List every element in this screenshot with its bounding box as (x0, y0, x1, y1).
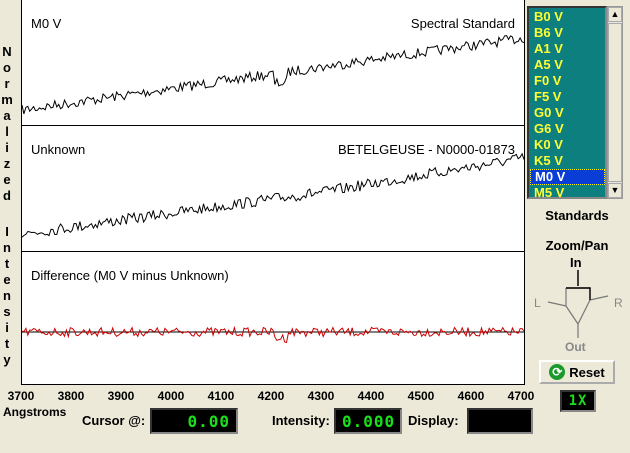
zoom-pan-caption: Zoom/Pan (545, 238, 609, 253)
unknown-spectrum-panel[interactable]: Unknown BETELGEUSE - N0000-01873 (22, 126, 524, 252)
y-axis-letter: n (3, 288, 11, 303)
standard-spectrum-panel[interactable]: M0 V Spectral Standard (22, 0, 524, 126)
standard-list-item[interactable]: A5 V (534, 57, 563, 72)
x-tick-label: 4700 (507, 389, 535, 403)
scroll-up-icon[interactable]: ▲ (608, 7, 622, 22)
y-axis-letter: N (2, 44, 12, 59)
y-axis-letter: a (3, 108, 11, 123)
y-axis-letter: I (5, 224, 9, 239)
unknown-spectrum-title: Unknown (31, 142, 86, 157)
standard-list-item[interactable]: B6 V (534, 25, 563, 40)
y-axis-letter: i (5, 320, 9, 335)
y-axis-letter: o (3, 60, 11, 75)
pan-right-label[interactable]: R (614, 296, 623, 310)
standards-scrollbar[interactable]: ▲ ▼ (607, 6, 623, 199)
y-axis-letter: e (3, 172, 11, 187)
difference-spectrum-title: Difference (M0 V minus Unknown) (31, 268, 229, 283)
unknown-star-name: BETELGEUSE - N0000-01873 (337, 142, 515, 157)
x-tick-label: 3700 (7, 389, 35, 403)
reset-button-label: Reset (569, 364, 605, 380)
standard-list-item[interactable]: M0 V (530, 169, 605, 185)
x-tick-label: 4400 (357, 389, 385, 403)
scroll-thumb[interactable] (608, 23, 622, 182)
standard-list-item[interactable]: M5 V (534, 185, 565, 199)
standard-list-item[interactable]: A1 V (534, 41, 563, 56)
y-axis-letter: t (4, 336, 10, 351)
y-axis-letter: r (4, 76, 10, 91)
unknown-spectrum-trace (22, 152, 524, 238)
x-tick-label: 4300 (307, 389, 335, 403)
standard-spectrum-title: M0 V (31, 16, 62, 31)
difference-spectrum-trace (22, 325, 524, 344)
x-tick-label: 3800 (57, 389, 85, 403)
y-axis-letter: n (3, 240, 11, 255)
zoom-in-label[interactable]: In (570, 255, 582, 270)
difference-spectrum-panel[interactable]: Difference (M0 V minus Unknown) (22, 252, 524, 384)
scroll-down-icon[interactable]: ▼ (608, 183, 622, 198)
pan-left-label[interactable]: L (534, 296, 541, 310)
y-axis-letter: m (1, 92, 13, 107)
y-axis-letter: i (5, 140, 9, 155)
y-axis-letter: t (4, 256, 10, 271)
x-tick-label: 4000 (157, 389, 185, 403)
zoom-out-label[interactable]: Out (565, 340, 586, 354)
zoom-level-readout: 1X (560, 390, 596, 412)
y-axis-letter: s (3, 304, 11, 319)
refresh-icon: ⟳ (549, 364, 566, 380)
standard-list-item[interactable]: B0 V (534, 9, 563, 24)
standards-caption: Standards (545, 208, 609, 223)
standard-list-item[interactable]: F5 V (534, 89, 562, 104)
x-tick-label: 4500 (407, 389, 435, 403)
y-axis-letter: z (3, 156, 11, 171)
standard-list-item[interactable]: K0 V (534, 137, 563, 152)
standard-list-item[interactable]: G0 V (534, 105, 564, 120)
x-tick-label: 3900 (107, 389, 135, 403)
y-axis-letter: d (3, 188, 11, 203)
intensity-readout: 0.000 (334, 408, 402, 434)
intensity-label: Intensity: (272, 413, 330, 428)
x-tick-label: 4100 (207, 389, 235, 403)
x-tick-label: 4200 (257, 389, 285, 403)
spectral-standard-label: Spectral Standard (410, 16, 515, 31)
y-axis-letter: y (3, 352, 11, 367)
display-label: Display: (408, 413, 459, 428)
x-tick-label: 4600 (457, 389, 485, 403)
spectrum-plot-area[interactable]: M0 V Spectral Standard Unknown BETELGEUS… (21, 0, 525, 385)
reset-button[interactable]: ⟳ Reset (539, 360, 615, 384)
y-axis-letter: e (3, 272, 11, 287)
y-axis-letter: l (5, 124, 9, 139)
zoom-pan-control-icon[interactable] (538, 266, 620, 342)
standard-spectrum-trace (22, 35, 524, 115)
cursor-label: Cursor @: (82, 413, 146, 428)
standards-list[interactable]: B0 V B6 V A1 V A5 V F0 V F5 V G0 V G6 V K0 V K5 V… (527, 6, 607, 199)
display-readout (467, 408, 533, 434)
cursor-readout: 0.00 (150, 408, 238, 434)
x-axis-unit: Angstroms (3, 405, 67, 419)
standard-list-item[interactable]: K5 V (534, 153, 563, 168)
standard-list-item[interactable]: G6 V (534, 121, 564, 136)
standard-list-item[interactable]: F0 V (534, 73, 562, 88)
